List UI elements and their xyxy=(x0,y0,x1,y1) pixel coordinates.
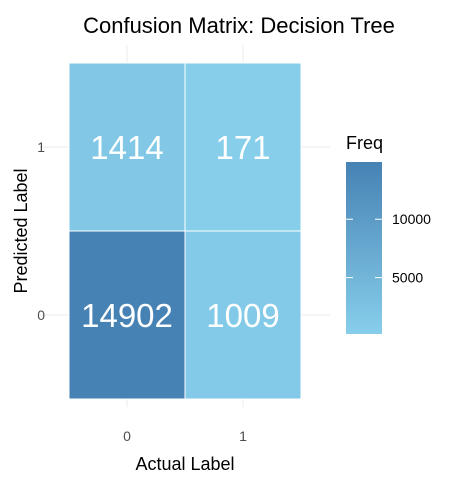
legend-tick-label-5000: 5000 xyxy=(392,270,423,286)
y-tick-label-0: 0 xyxy=(37,307,45,323)
cell-label-actual-0-predicted-0: 14902 xyxy=(81,297,173,334)
legend: Freq 5000 10000 xyxy=(346,133,431,334)
heatmap-cells xyxy=(68,62,302,400)
y-tick-label-1: 1 xyxy=(37,139,45,155)
x-tick-label-0: 0 xyxy=(123,428,131,444)
legend-ticks: 5000 10000 xyxy=(346,211,431,286)
cell-value-labels: 14902 1009 1414 171 xyxy=(81,129,280,334)
chart-title: Confusion Matrix: Decision Tree xyxy=(83,13,395,38)
y-axis-tick-labels: 01 xyxy=(37,139,45,323)
legend-title: Freq xyxy=(346,133,383,153)
x-tick-label-1: 1 xyxy=(239,428,247,444)
x-axis-title: Actual Label xyxy=(135,454,234,474)
heatmap-cell-actual-0-predicted-0 xyxy=(68,230,186,400)
heatmap-cell-actual-0-predicted-1 xyxy=(68,62,186,232)
y-axis-title: Predicted Label xyxy=(11,168,31,293)
legend-colorbar xyxy=(346,162,382,334)
legend-tick-label-10000: 10000 xyxy=(392,211,431,227)
heatmap-cell-actual-1-predicted-1 xyxy=(184,62,302,232)
cell-label-actual-0-predicted-1: 1414 xyxy=(90,129,163,166)
cell-label-actual-1-predicted-1: 171 xyxy=(215,129,270,166)
heatmap-cell-actual-1-predicted-0 xyxy=(184,230,302,400)
cell-label-actual-1-predicted-0: 1009 xyxy=(206,297,279,334)
